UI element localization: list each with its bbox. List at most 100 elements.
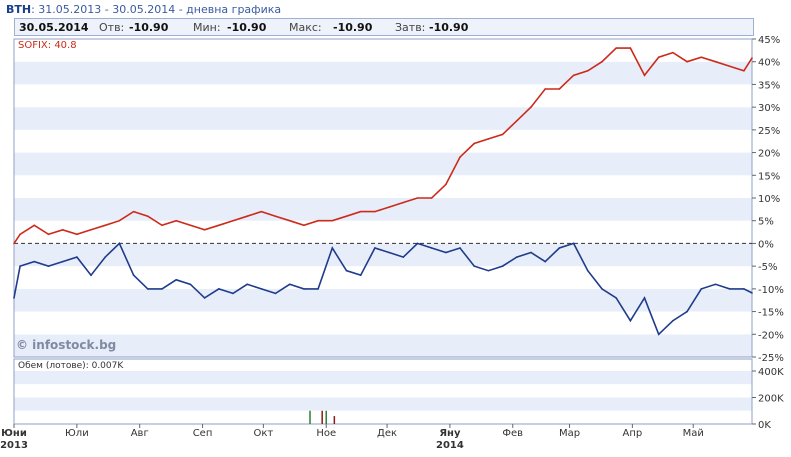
open-label: Отв: xyxy=(99,21,125,34)
legend-sofix: SOFIX: 40.8 xyxy=(18,40,77,51)
data-point-bth xyxy=(217,288,220,290)
quote-date: 30.05.2014 xyxy=(19,21,89,34)
x-tick-label: Май xyxy=(683,428,704,439)
data-point-bth xyxy=(751,292,753,294)
x-tick-label: Юли xyxy=(65,428,89,439)
data-point-sofix xyxy=(714,60,717,63)
background-bands xyxy=(14,39,752,424)
data-point-bth xyxy=(175,278,177,281)
data-point-sofix xyxy=(189,224,192,227)
data-point-sofix xyxy=(501,133,504,136)
min-value: -10.90 xyxy=(227,21,267,34)
data-point-bth xyxy=(672,319,674,322)
data-point-sofix xyxy=(61,229,64,231)
data-point-sofix xyxy=(260,210,263,213)
data-point-sofix xyxy=(374,210,376,213)
data-point-sofix xyxy=(558,88,561,90)
y-tick-label: 0% xyxy=(758,239,774,250)
data-point-sofix xyxy=(459,156,461,158)
data-point-bth xyxy=(76,256,78,258)
data-point-bth xyxy=(487,269,490,272)
data-point-bth xyxy=(331,247,334,249)
y-tick-label: 5% xyxy=(758,217,774,228)
x-tick-label: Авг xyxy=(131,428,149,439)
data-point-sofix xyxy=(728,65,731,68)
data-point-bth xyxy=(416,242,419,245)
y-tick-label: -25% xyxy=(758,353,784,364)
data-point-bth xyxy=(118,242,121,245)
x-tick-label: Апр xyxy=(623,428,643,439)
data-point-bth xyxy=(317,288,319,290)
x-tick-label: Сеп xyxy=(193,428,213,439)
data-point-sofix xyxy=(47,233,50,236)
data-point-sofix xyxy=(33,224,36,227)
volume-tick-label: 0K xyxy=(758,420,771,431)
data-point-sofix xyxy=(217,224,220,227)
volume-tick-label: 400K xyxy=(758,367,784,378)
data-point-bth xyxy=(61,260,64,263)
volume-band xyxy=(14,384,752,398)
data-point-bth xyxy=(274,292,277,295)
x-tick-label: Фев xyxy=(502,428,523,439)
chart-title: BTH: 31.05.2013 - 30.05.2014 - дневна гр… xyxy=(6,3,281,16)
data-point-sofix xyxy=(445,183,447,186)
data-point-sofix xyxy=(90,229,92,231)
y-axis-ticks: 45% 40% 35% 30% 25% 20% 15% 10% 5% 0% -5% -10% -15% -… xyxy=(752,35,784,364)
date-range: : 31.05.2013 - 30.05.2014 - дневна графи… xyxy=(31,3,282,16)
y-tick-label: 20% xyxy=(758,149,780,160)
data-point-bth xyxy=(615,297,617,299)
data-point-sofix xyxy=(416,197,419,199)
data-point-sofix xyxy=(118,219,121,222)
data-point-sofix xyxy=(615,47,617,49)
x-tick-year: 2014 xyxy=(436,440,464,451)
data-point-bth xyxy=(345,269,348,272)
data-point-bth xyxy=(132,274,135,277)
data-point-sofix xyxy=(288,219,291,222)
data-point-bth xyxy=(303,288,305,290)
ticker-symbol: BTH xyxy=(6,3,32,16)
data-point-sofix xyxy=(246,215,248,217)
data-point-bth xyxy=(501,265,504,267)
x-tick-label: Юни xyxy=(1,428,27,439)
data-point-bth xyxy=(374,247,376,249)
data-point-sofix xyxy=(402,201,405,204)
y-tick-label: 10% xyxy=(758,194,780,205)
data-point-bth xyxy=(260,288,263,290)
data-point-bth xyxy=(445,251,447,254)
x-tick-label: Мар xyxy=(559,428,580,439)
band xyxy=(14,266,752,289)
volume-frame xyxy=(13,358,753,425)
band xyxy=(14,175,752,198)
data-point-bth xyxy=(189,283,192,286)
data-point-bth xyxy=(104,256,107,258)
data-point-sofix xyxy=(388,206,390,208)
data-point-sofix xyxy=(544,88,546,90)
x-tick-label: Яну xyxy=(439,428,461,439)
data-point-bth xyxy=(90,274,92,277)
band xyxy=(14,220,752,244)
max-label: Макс: xyxy=(289,21,322,34)
data-point-sofix xyxy=(203,229,206,231)
x-tick-year: 2013 xyxy=(0,440,28,451)
data-point-bth xyxy=(516,256,518,258)
data-point-bth xyxy=(657,333,660,336)
volume-band xyxy=(14,410,752,424)
data-point-sofix xyxy=(232,219,234,222)
open-value: -10.90 xyxy=(129,21,169,34)
band xyxy=(14,311,752,335)
x-tick-label: Окт xyxy=(254,428,274,439)
band xyxy=(14,152,752,176)
data-point-bth xyxy=(686,310,688,313)
y-tick-label: -15% xyxy=(758,308,784,319)
band xyxy=(14,334,752,357)
data-point-sofix xyxy=(19,233,21,236)
data-point-sofix xyxy=(751,57,753,59)
data-point-bth xyxy=(558,247,561,249)
data-point-bth xyxy=(572,242,575,245)
volume-title: Обем (лотове): 0.007K xyxy=(18,361,124,371)
data-point-sofix xyxy=(657,56,660,58)
data-point-sofix xyxy=(700,56,703,58)
x-tick-label: Ное xyxy=(316,428,336,439)
